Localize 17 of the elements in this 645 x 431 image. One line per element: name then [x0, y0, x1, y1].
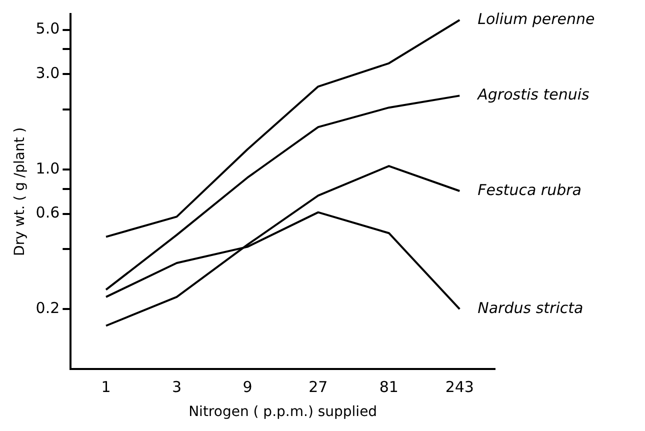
x-tick-label: 3 — [172, 378, 182, 396]
series-label: Agrostis tenuis — [476, 86, 590, 104]
x-tick-label: 243 — [445, 378, 474, 396]
y-tick-label: 1.0 — [36, 159, 60, 178]
y-axis-title: Dry wt. ( g /plant ) — [12, 127, 28, 256]
x-axis-title: Nitrogen ( p.p.m.) supplied — [188, 404, 378, 420]
series-label: Festuca rubra — [478, 180, 582, 199]
y-tick-label: 5.0 — [36, 20, 60, 38]
x-tick-label: 9 — [242, 378, 252, 396]
series-label: Lolium perenne — [478, 10, 595, 28]
x-tick-label: 27 — [308, 378, 328, 396]
y-tick-label: 0.2 — [36, 298, 60, 317]
y-tick-label: 0.6 — [36, 204, 60, 222]
x-tick-label: 1 — [101, 378, 111, 396]
x-tick-label: 81 — [379, 378, 398, 396]
y-tick-label: 3.0 — [36, 64, 60, 82]
series-label: Nardus stricta — [478, 298, 584, 317]
